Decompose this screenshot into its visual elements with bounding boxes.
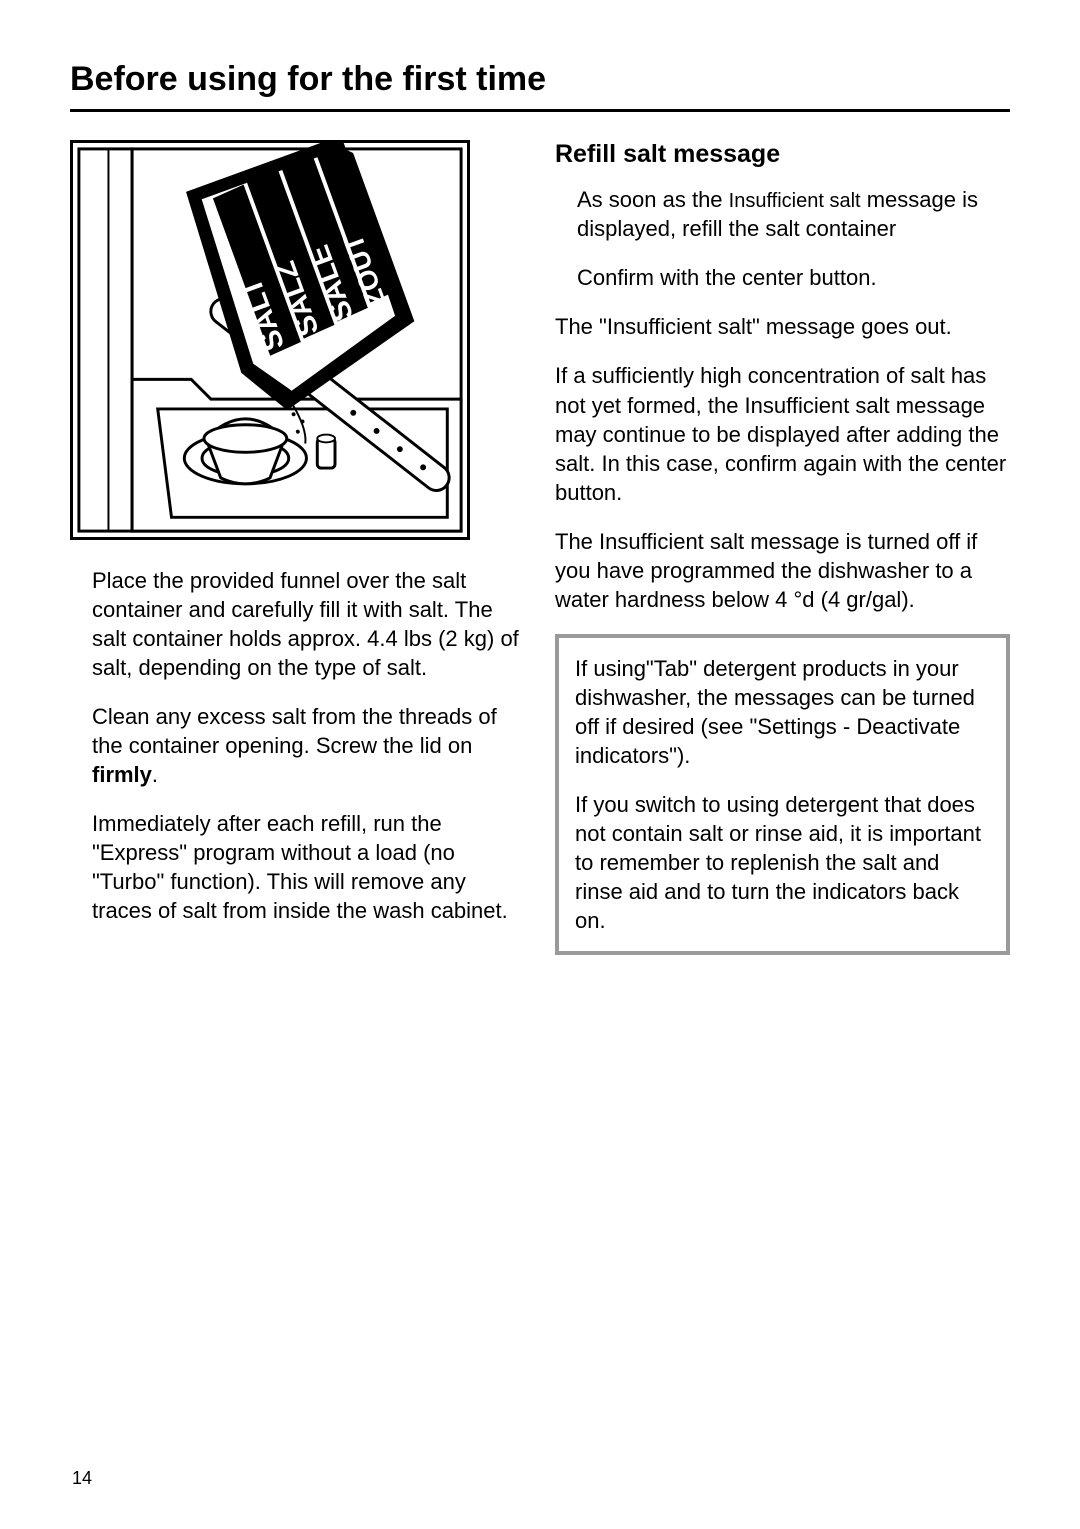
illustration-svg: SALT SALZ SALE ZOUT [73, 143, 467, 537]
infobox-paragraph-2: If you switch to using detergent that do… [575, 790, 990, 935]
infobox-paragraph-1: If using"Tab" detergent products in your… [575, 654, 990, 770]
two-column-layout: SALT SALZ SALE ZOUT Place the provided f… [70, 140, 1010, 955]
right-paragraph-3: The "Insufficient salt" message goes out… [555, 312, 1010, 341]
left-column: SALT SALZ SALE ZOUT Place the provided f… [70, 140, 525, 955]
left-paragraph-1: Place the provided funnel over the salt … [70, 566, 525, 682]
right-paragraph-2: Confirm with the center button. [555, 263, 1010, 292]
left-p2-text-c: . [152, 762, 158, 787]
left-p2-bold: firmly [92, 762, 152, 787]
info-box: If using"Tab" detergent products in your… [555, 634, 1010, 955]
left-paragraph-3: Immediately after each refill, run the "… [70, 809, 525, 925]
refill-salt-heading: Refill salt message [555, 140, 1010, 169]
right-column: Refill salt message As soon as the Insuf… [555, 140, 1010, 955]
right-paragraph-4: If a sufficiently high concentration of … [555, 361, 1010, 506]
right-paragraph-1: As soon as the Insufficient salt message… [555, 185, 1010, 243]
page-number: 14 [72, 1468, 92, 1489]
manual-page: Before using for the first time [0, 0, 1080, 1529]
left-p2-text-a: Clean any excess salt from the threads o… [92, 704, 497, 758]
left-paragraph-2: Clean any excess salt from the threads o… [70, 702, 525, 789]
display-message-text: Insufficient salt [729, 190, 861, 212]
salt-funnel-illustration: SALT SALZ SALE ZOUT [70, 140, 470, 540]
right-p1-a: As soon as the [577, 187, 729, 212]
page-title: Before using for the first time [70, 60, 1010, 112]
right-paragraph-5: The Insufficient salt message is turned … [555, 527, 1010, 614]
